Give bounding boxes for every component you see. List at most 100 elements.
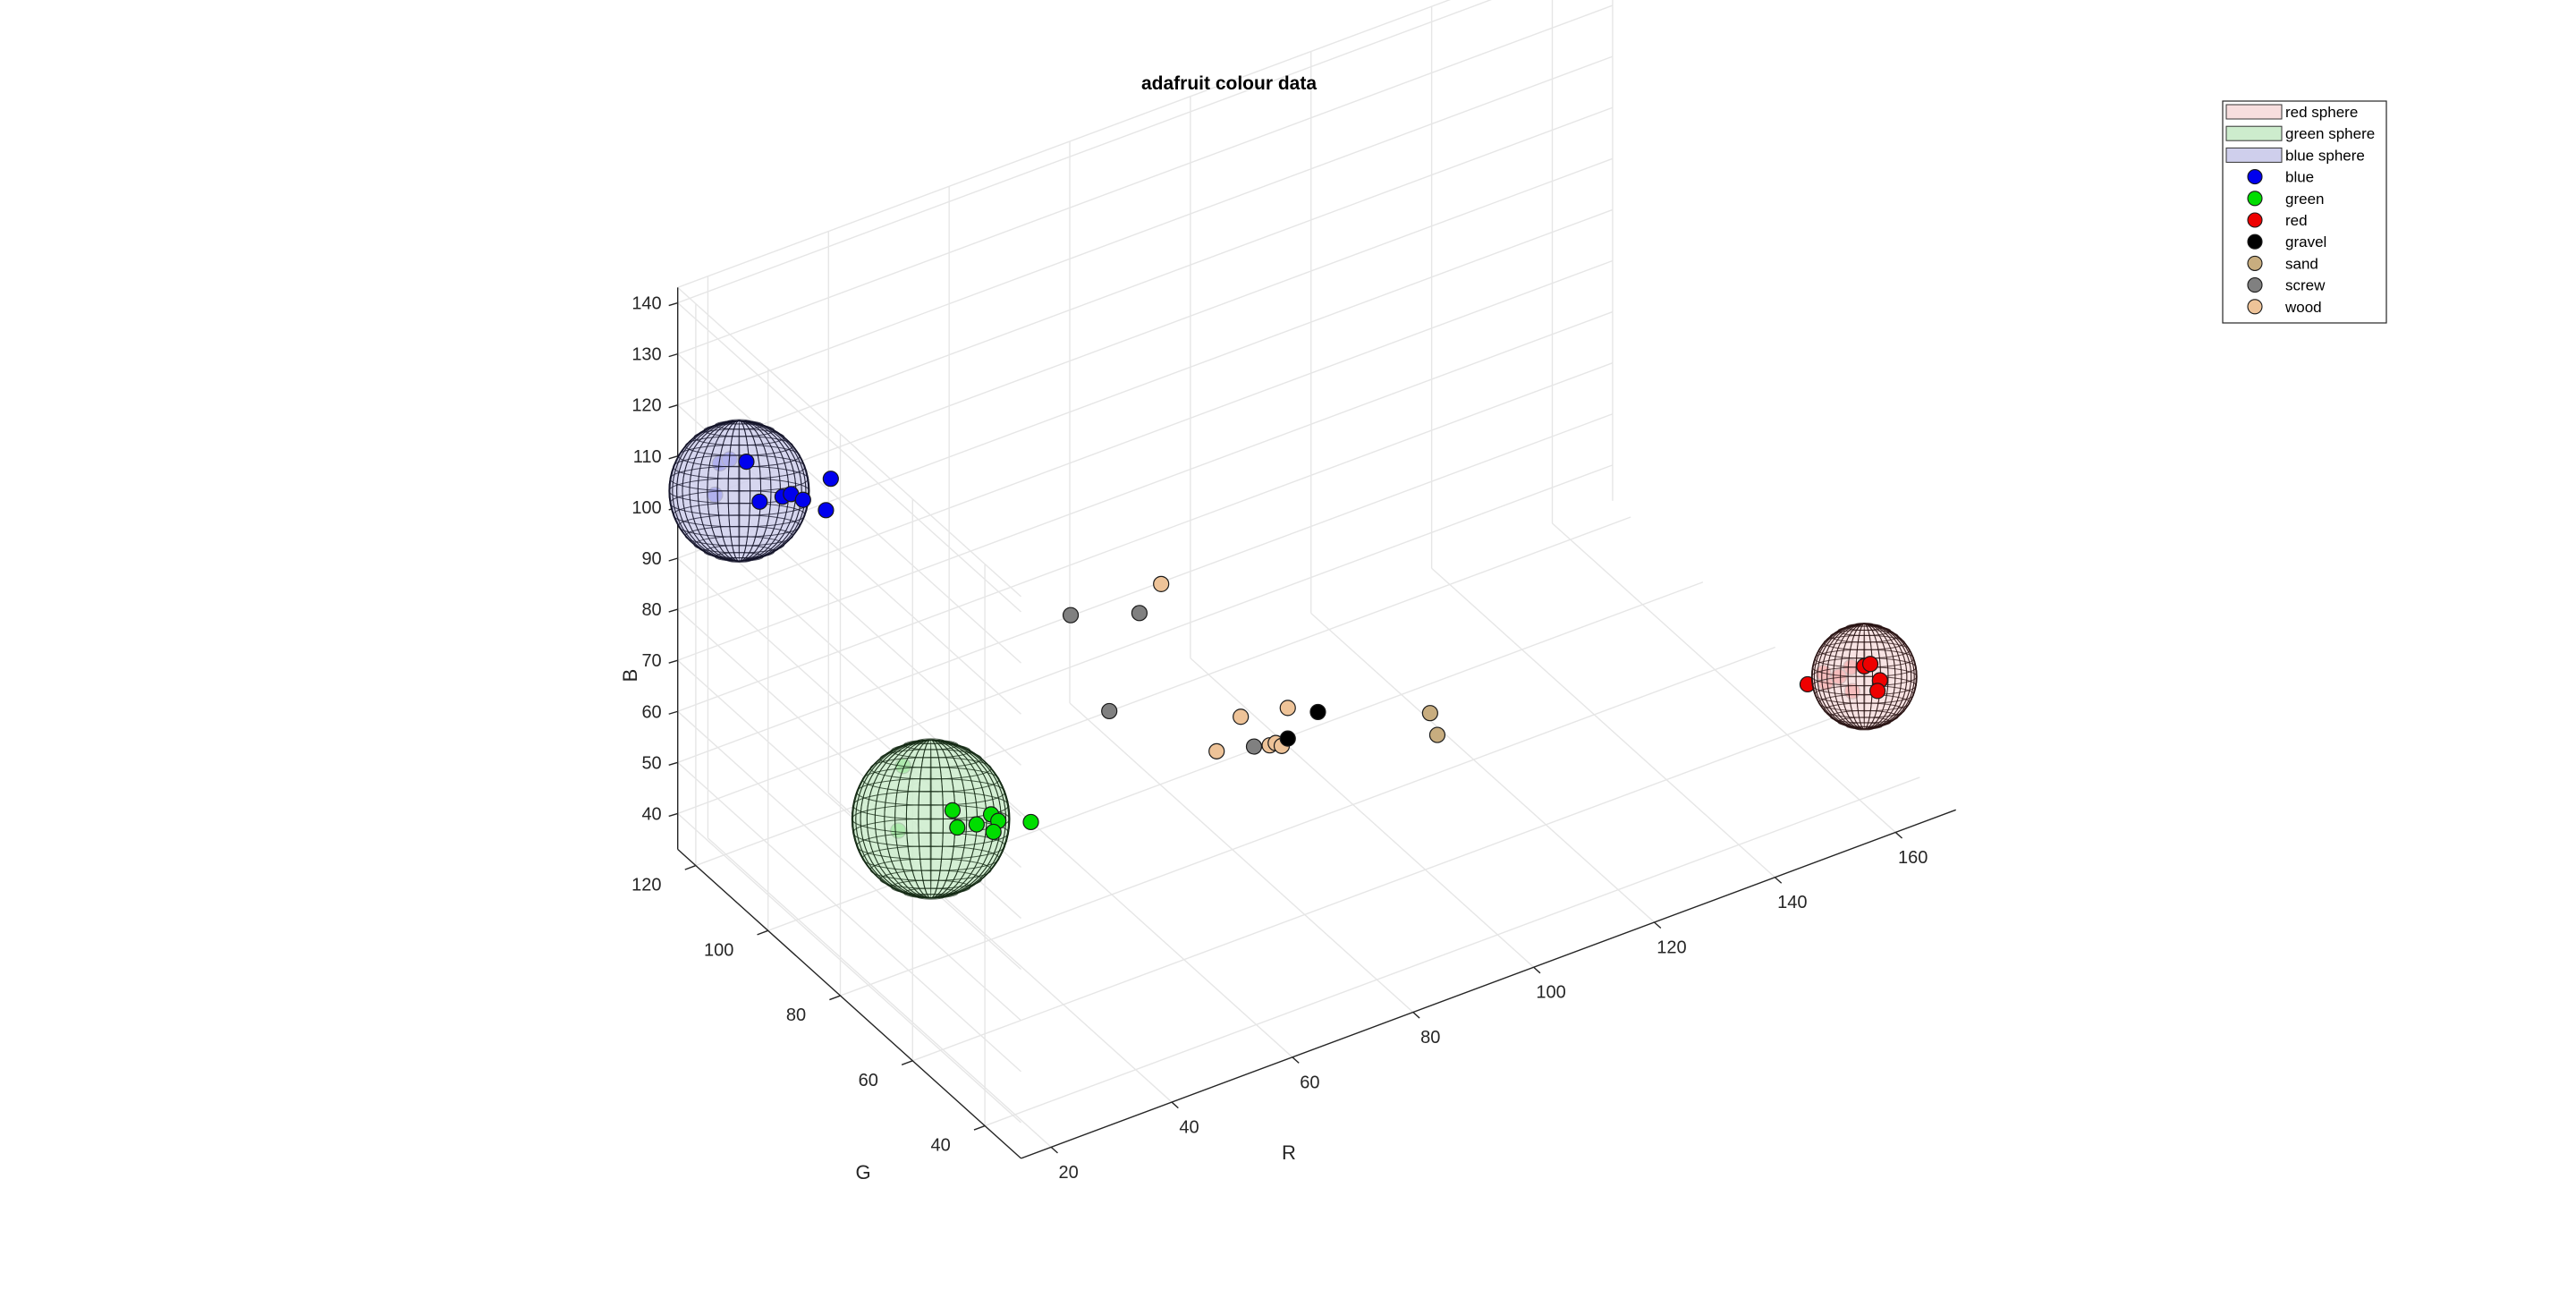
- grid-line: [677, 259, 1614, 610]
- grid-line: [1069, 702, 1414, 1014]
- legend-entry: red: [2247, 212, 2308, 229]
- grid-line: [677, 106, 1614, 457]
- x-tick-label: 160: [1898, 848, 1928, 868]
- data-point-wood: [1233, 708, 1250, 725]
- legend-marker: [2247, 255, 2263, 271]
- y-axis-label: G: [855, 1161, 870, 1183]
- z-tick-label: 120: [631, 396, 661, 416]
- y-tick-label: 100: [704, 940, 733, 960]
- z-tick: [668, 301, 678, 307]
- grid-line: [677, 4, 1614, 355]
- grid-line: [1190, 657, 1535, 968]
- z-tick-label: 90: [641, 549, 661, 569]
- y-tick: [757, 929, 768, 936]
- z-tick: [668, 659, 678, 664]
- z-tick: [668, 352, 678, 358]
- data-point-gravel: [1309, 703, 1326, 721]
- z-tick-label: 70: [641, 651, 661, 671]
- legend-label: gravel: [2285, 233, 2326, 250]
- z-axis-label: B: [619, 669, 641, 683]
- y-tick: [829, 995, 841, 1001]
- legend-marker: [2247, 191, 2263, 207]
- data-point-blue: [738, 454, 755, 471]
- x-tick: [1654, 921, 1662, 929]
- grid-line: [677, 0, 1492, 304]
- x-tick-label: 80: [1420, 1028, 1440, 1048]
- x-tick: [1050, 1146, 1058, 1154]
- grid-line: [1552, 522, 1896, 833]
- sphere-mesh-line: [1811, 623, 1917, 730]
- grid-line: [695, 516, 1631, 867]
- legend-label: red: [2285, 212, 2308, 229]
- grid-line: [677, 208, 1614, 559]
- x-tick: [1171, 1101, 1179, 1109]
- data-point-green: [1022, 813, 1039, 831]
- data-point-green: [949, 819, 966, 836]
- data-point-screw: [1062, 607, 1080, 624]
- x-tick-label: 20: [1058, 1163, 1078, 1183]
- grid-line: [677, 302, 1021, 613]
- z-tick: [668, 608, 678, 613]
- legend: red sphere green sphere blue sphere blue gre…: [2222, 100, 2387, 324]
- data-point-sand: [1421, 705, 1438, 722]
- z-tick-label: 80: [641, 600, 661, 620]
- grid-line: [677, 659, 1021, 971]
- x-tick-label: 100: [1536, 983, 1565, 1003]
- legend-label: green sphere: [2285, 125, 2375, 142]
- data-point-green: [968, 816, 985, 833]
- legend-entry: wood: [2247, 299, 2322, 316]
- y-tick-label: 120: [631, 876, 661, 895]
- data-point-blue: [794, 491, 811, 508]
- x-axis-label: R: [1282, 1141, 1296, 1164]
- legend-entry: green: [2247, 191, 2324, 208]
- legend-swatch: [2225, 104, 2283, 120]
- z-tick-label: 110: [633, 447, 662, 467]
- legend-entry: red sphere: [2225, 104, 2358, 121]
- legend-entry: green sphere: [2225, 125, 2375, 142]
- sphere-mesh-line: [929, 739, 932, 899]
- data-point-red: [1861, 656, 1879, 673]
- data-point-blue: [751, 493, 768, 510]
- grid-line: [677, 812, 1021, 1124]
- data-point-screw: [1245, 738, 1263, 755]
- data-point-screw: [1101, 702, 1118, 720]
- grid-line: [677, 761, 1021, 1073]
- legend-swatch: [2225, 125, 2283, 141]
- y-axis-line: [677, 848, 1021, 1159]
- z-tick: [668, 404, 678, 409]
- data-point-sand: [1428, 726, 1446, 743]
- legend-marker: [2247, 212, 2263, 228]
- z-tick: [668, 710, 678, 715]
- z-tick: [668, 761, 678, 767]
- data-point-blue: [822, 471, 839, 488]
- z-tick-label: 130: [631, 345, 661, 365]
- x-tick-label: 140: [1777, 893, 1807, 912]
- sphere-red-sphere: [1810, 622, 1918, 731]
- grid-line: [677, 710, 1021, 1022]
- axes-grid: [677, 0, 1920, 1148]
- data-point-gravel: [1279, 730, 1296, 747]
- y-tick: [901, 1060, 913, 1065]
- grid-line: [677, 157, 1614, 508]
- sphere-mesh-line: [1863, 623, 1866, 730]
- y-tick: [973, 1124, 986, 1131]
- x-tick-label: 60: [1300, 1073, 1319, 1092]
- y-tick: [684, 864, 697, 870]
- legend-label: blue: [2285, 169, 2314, 186]
- z-tick-label: 140: [631, 294, 661, 314]
- axes-lines: [668, 287, 1956, 1159]
- x-axis-line: [1021, 809, 1956, 1159]
- grid-line: [1431, 567, 1775, 878]
- y-tick-label: 40: [930, 1136, 950, 1156]
- grid-line: [677, 0, 1452, 289]
- grid-line: [677, 413, 1614, 764]
- legend-entry: gravel: [2247, 233, 2326, 250]
- legend-entry: blue: [2247, 169, 2314, 186]
- x-tick: [1533, 966, 1541, 974]
- legend-label: blue sphere: [2285, 147, 2365, 164]
- x-tick: [1412, 1012, 1420, 1019]
- x-tick-label: 120: [1657, 937, 1686, 957]
- sphere-mesh-line: [738, 420, 741, 562]
- data-point-red: [1869, 683, 1886, 700]
- legend-label: screw: [2285, 277, 2326, 294]
